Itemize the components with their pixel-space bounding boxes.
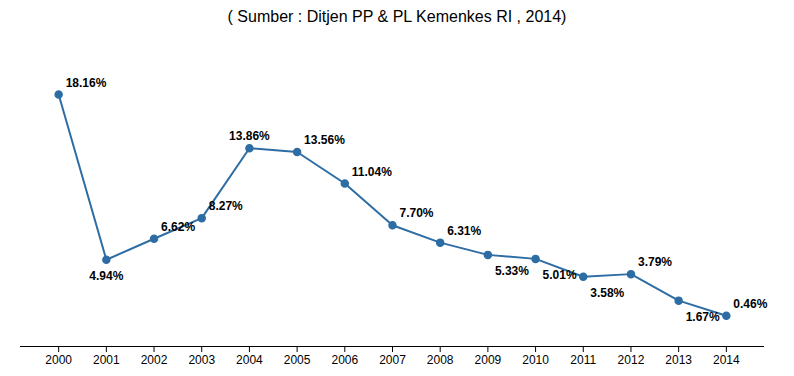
svg-text:1.67%: 1.67% [686,310,720,324]
svg-text:2002: 2002 [141,353,168,367]
svg-text:5.01%: 5.01% [543,268,577,282]
svg-text:2003: 2003 [188,353,215,367]
svg-text:3.79%: 3.79% [638,255,672,269]
svg-text:2001: 2001 [93,353,120,367]
svg-text:7.70%: 7.70% [400,206,434,220]
svg-text:13.56%: 13.56% [304,133,345,147]
svg-text:2009: 2009 [475,353,502,367]
svg-text:18.16%: 18.16% [66,76,107,90]
svg-text:5.33%: 5.33% [495,264,529,278]
svg-text:2008: 2008 [427,353,454,367]
svg-text:13.86%: 13.86% [229,129,270,143]
svg-text:0.46%: 0.46% [733,297,767,311]
svg-text:3.58%: 3.58% [590,286,624,300]
svg-text:4.94%: 4.94% [89,269,123,283]
svg-text:6.31%: 6.31% [447,224,481,238]
svg-text:2014: 2014 [713,353,740,367]
svg-text:11.04%: 11.04% [352,165,392,179]
svg-text:2006: 2006 [331,353,358,367]
svg-text:2000: 2000 [45,353,72,367]
svg-text:2011: 2011 [570,353,596,367]
svg-text:2005: 2005 [284,353,311,367]
svg-text:6.62%: 6.62% [161,220,195,234]
svg-text:2007: 2007 [379,353,406,367]
svg-text:2013: 2013 [665,353,692,367]
svg-text:2010: 2010 [522,353,549,367]
html-text:( Sumber : Ditjen PP & PL Keme: ( Sumber : Ditjen PP & PL Kemenkes RI , … [227,8,567,25]
svg-text:2012: 2012 [618,353,645,367]
svg-text:8.27%: 8.27% [209,199,243,213]
svg-text:2004: 2004 [236,353,263,367]
